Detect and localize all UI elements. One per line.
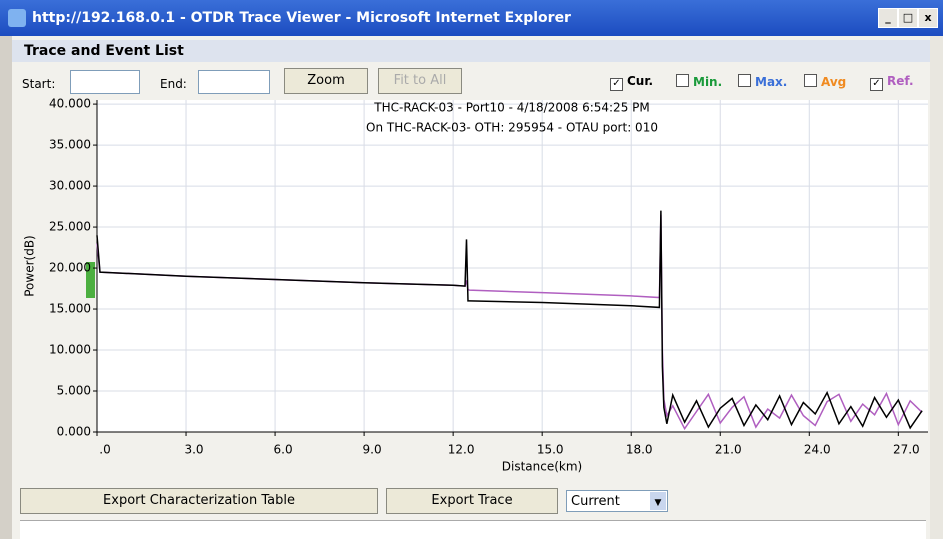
plot-area: [97, 100, 928, 432]
end-input[interactable]: [198, 70, 270, 94]
select-arrow: ▼: [650, 492, 666, 510]
title-bar: http://192.168.0.1 - OTDR Trace Viewer -…: [0, 0, 943, 36]
marker-bar: [86, 262, 95, 298]
ie-icon: [8, 9, 26, 27]
y-tick-label: 0.000: [57, 425, 91, 439]
chart-subtitle: On THC-RACK-03- OTH: 295954 - OTAU port:…: [366, 121, 658, 135]
export-trace-button[interactable]: Export Trace: [386, 488, 558, 514]
max-checkbox[interactable]: Max.: [738, 74, 787, 89]
x-tick-label: 6.0: [274, 443, 293, 457]
x-tick-label: 27.0: [893, 443, 920, 457]
x-tick-label: 3.0: [184, 443, 203, 457]
event-table-edge: [20, 520, 926, 539]
y-tick-label: 25.000: [49, 220, 91, 234]
min-label: Min.: [693, 75, 723, 89]
x-tick-label: 12.0: [448, 443, 475, 457]
fit-button[interactable]: Fit to All: [378, 68, 462, 94]
min-checkbox[interactable]: Min.: [676, 74, 722, 89]
x-tick-label: 24.0: [804, 443, 831, 457]
avg-checkbox[interactable]: Avg: [804, 74, 846, 89]
y-tick-label: 10.000: [49, 343, 91, 357]
ref-label: Ref.: [887, 74, 914, 88]
minimize-button[interactable]: _: [878, 8, 898, 28]
y-tick-label: 35.000: [49, 138, 91, 152]
y-tick-label: 15.000: [49, 302, 91, 316]
cur-checkbox[interactable]: ✓ Cur.: [610, 74, 653, 91]
cur-label: Cur.: [627, 74, 654, 88]
panel-header: Trace and Event List: [12, 40, 930, 62]
x-tick-label: 18.0: [626, 443, 653, 457]
x-tick-label: 15.0: [537, 443, 564, 457]
y-tick-label: 20.000: [49, 261, 91, 275]
select-value: Current: [571, 494, 620, 509]
y-tick-label: 40.000: [49, 97, 91, 111]
zoom-button[interactable]: Zoom: [284, 68, 368, 94]
ref-checkbox[interactable]: ✓ Ref.: [870, 74, 914, 91]
window-title: http://192.168.0.1 - OTDR Trace Viewer -…: [32, 10, 571, 26]
y-tick-label: 30.000: [49, 179, 91, 193]
start-input[interactable]: [70, 70, 140, 94]
x-tick-label: 21.0: [715, 443, 742, 457]
x-tick-label: 9.0: [363, 443, 382, 457]
start-label: Start:: [22, 77, 56, 91]
trace-line: [96, 210, 923, 430]
close-button[interactable]: x: [918, 8, 938, 28]
y-axis-label: Power(dB): [23, 235, 37, 297]
export-table-button[interactable]: Export Characterization Table: [20, 488, 378, 514]
end-label: End:: [160, 77, 187, 91]
avg-label: Avg: [821, 75, 847, 89]
scrollbar[interactable]: [930, 36, 943, 539]
maximize-button[interactable]: □: [898, 8, 918, 28]
max-label: Max.: [755, 75, 788, 89]
y-tick-label: 5.000: [57, 384, 91, 398]
x-axis-label: Distance(km): [502, 460, 582, 474]
x-tick-label: .0: [99, 443, 110, 457]
trace-select[interactable]: Current ▼: [566, 490, 668, 512]
chart-title: THC-RACK-03 - Port10 - 4/18/2008 6:54:25…: [373, 101, 649, 115]
